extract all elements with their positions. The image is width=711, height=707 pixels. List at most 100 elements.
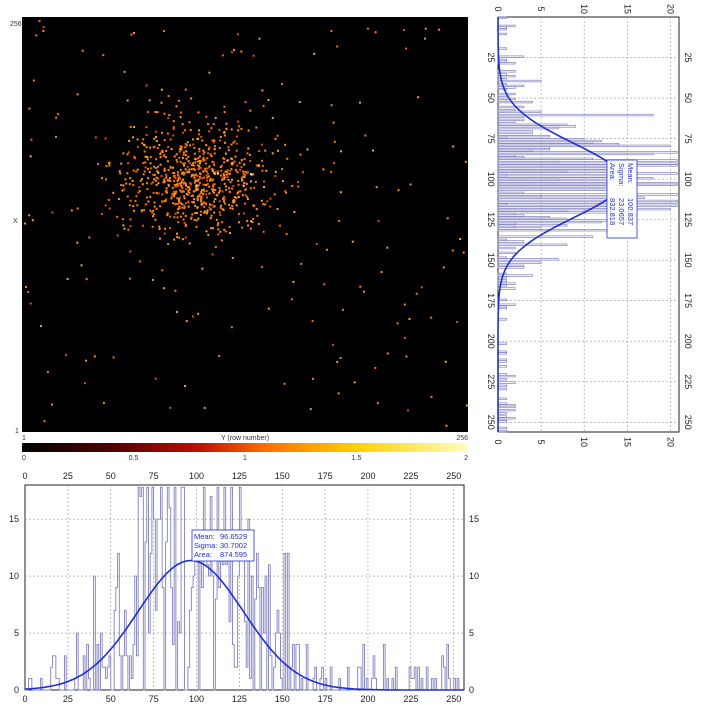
heatmap-pixel	[198, 150, 201, 153]
heatmap-pixel	[339, 191, 342, 194]
heatmap-pixel	[247, 129, 250, 132]
heatmap-pixel	[242, 185, 245, 187]
heatmap-pixel	[224, 170, 227, 173]
heatmap-pixel	[176, 236, 179, 238]
heatmap-pixel	[183, 195, 186, 198]
heatmap-pixel	[177, 184, 179, 187]
side-histogram-grid	[498, 17, 679, 432]
heatmap-pixel	[140, 209, 143, 212]
heatmap-pixel	[237, 212, 240, 215]
heatmap-pixel	[220, 169, 223, 172]
heatmap-pixel	[206, 157, 209, 160]
heatmap-pixel	[180, 180, 183, 183]
heatmap-pixel	[190, 216, 193, 219]
heatmap-pixel	[231, 161, 234, 164]
heatmap-pixel	[359, 285, 362, 288]
heatmap-pixel	[237, 129, 240, 132]
heatmap-pixel	[397, 189, 400, 192]
heatmap-pixel	[226, 176, 229, 179]
heatmap-pixel	[163, 232, 166, 235]
heatmap-pixel	[173, 183, 176, 186]
heatmap-pixel	[180, 184, 183, 187]
heatmap-pixel	[359, 101, 361, 104]
bottom-top-tick-label: 175	[318, 471, 333, 481]
heatmap-pixel	[353, 381, 356, 384]
heatmap-pixel	[105, 178, 107, 181]
heatmap-pixel	[185, 184, 187, 187]
heatmap-pixel	[198, 181, 201, 184]
heatmap-pixel	[176, 211, 179, 214]
heatmap-pixel	[108, 161, 111, 164]
heatmap-pixel	[112, 191, 115, 194]
heatmap-pixel	[219, 139, 222, 142]
heatmap-image[interactable]	[22, 17, 468, 432]
heatmap-pixel	[129, 277, 132, 280]
heatmap-pixel	[154, 111, 157, 113]
heatmap-pixel	[212, 178, 214, 181]
heatmap-pixel	[70, 209, 73, 212]
heatmap-pixel	[204, 210, 206, 213]
heatmap-pixel	[203, 190, 206, 193]
heatmap-pixel	[213, 183, 216, 186]
heatmap-pixel	[199, 198, 202, 201]
heatmap-pixel	[190, 97, 193, 100]
heatmap-pixel	[195, 225, 198, 228]
heatmap-pixel	[238, 161, 241, 164]
heatmap-pixel	[196, 212, 198, 214]
heatmap-pixel	[223, 161, 226, 164]
heatmap-pixel	[133, 155, 136, 158]
heatmap-pixel	[292, 280, 295, 283]
heatmap-pixel	[230, 326, 233, 329]
heatmap-pixel	[173, 175, 176, 178]
heatmap-pixel	[225, 122, 228, 125]
side-histogram-bar	[497, 207, 671, 211]
heatmap-pixel	[337, 392, 340, 395]
heatmap-pixel	[186, 165, 189, 168]
bottom-stats-mean-label: Mean:	[194, 532, 215, 541]
heatmap-pixel	[278, 224, 281, 227]
heatmap-pixel	[176, 232, 178, 235]
heatmap-pixel	[224, 152, 227, 155]
heatmap-pixel	[153, 201, 156, 204]
heatmap-pixel	[223, 228, 226, 231]
heatmap-pixel	[161, 151, 164, 154]
heatmap-pixel	[215, 194, 218, 197]
heatmap-pixel	[298, 101, 301, 103]
heatmap-pixel	[197, 168, 200, 171]
heatmap-pixel	[223, 105, 226, 108]
heatmap-x-tick-right: 256	[456, 435, 468, 442]
heatmap-pixel	[204, 167, 207, 170]
heatmap-pixel	[135, 195, 138, 198]
heatmap-pixel	[163, 168, 166, 171]
heatmap-pixel	[184, 236, 187, 239]
heatmap-pixel	[152, 215, 154, 218]
heatmap-pixel	[207, 175, 210, 178]
heatmap-pixel	[180, 111, 182, 114]
bottom-histogram-fit-curve	[24, 559, 464, 691]
heatmap-pixel	[205, 115, 208, 118]
heatmap-pixel	[207, 172, 209, 175]
heatmap-pixel	[297, 180, 299, 183]
heatmap-pixel	[182, 154, 185, 156]
heatmap-pixel	[218, 129, 221, 131]
heatmap-pixel	[244, 194, 247, 197]
side-right-tick-label: 250	[683, 415, 693, 430]
heatmap-pixel	[165, 176, 168, 179]
side-right-tick-label: 75	[683, 134, 693, 144]
side-stats-mean-label: Mean:	[626, 163, 635, 184]
heatmap-pixel	[202, 156, 205, 159]
side-right-tick-label: 150	[683, 253, 693, 268]
heatmap-pixel	[205, 212, 208, 215]
heatmap-pixel	[265, 169, 268, 172]
heatmap-pixel	[377, 219, 380, 222]
side-top-tick-label: 15	[622, 4, 632, 14]
heatmap-pixel	[212, 206, 215, 209]
heatmap-pixel	[179, 145, 182, 148]
bottom-right-tick-label: 0	[469, 685, 474, 695]
heatmap-pixel	[218, 191, 220, 194]
heatmap-pixel	[396, 322, 399, 325]
heatmap-pixel	[363, 290, 366, 293]
heatmap-pixel	[248, 153, 251, 156]
heatmap-pixel	[284, 143, 287, 146]
bottom-top-tick-label: 225	[403, 471, 418, 481]
